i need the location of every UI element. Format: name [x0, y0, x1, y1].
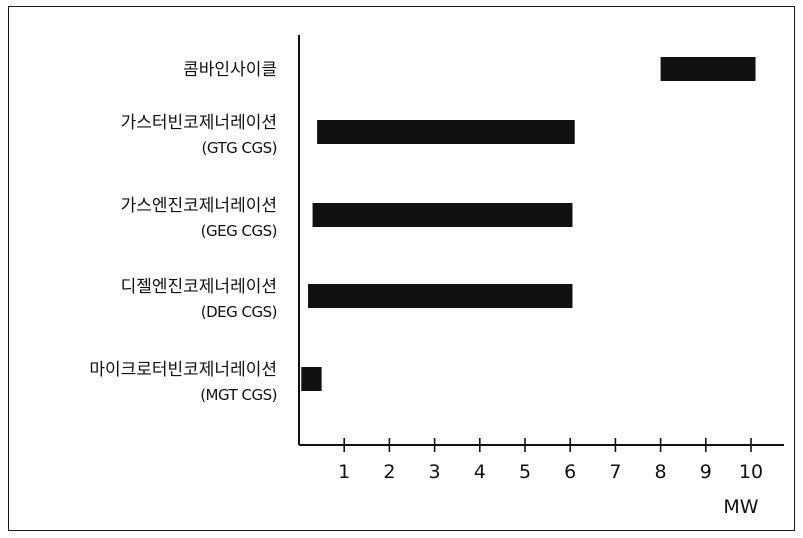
x-tick-label: 1: [338, 461, 350, 483]
range-bar: [301, 367, 322, 391]
x-tick-label: 5: [519, 461, 531, 483]
range-bar: [308, 284, 573, 308]
x-axis-ticks: 1 2 3 4 5 6 7 8 9 10: [338, 438, 763, 483]
category-label: 가스엔진코제너레이션: [121, 196, 277, 216]
category-label: 디젤엔진코제너레이션: [121, 277, 277, 297]
x-tick-label: 6: [564, 461, 576, 483]
category-sublabel: (DEG CGS): [201, 303, 277, 321]
range-bars: [301, 57, 756, 391]
category-sublabel: (MGT CGS): [200, 386, 277, 404]
x-tick-label: 2: [383, 461, 395, 483]
x-tick-label: 9: [700, 461, 712, 483]
category-sublabel: (GEG CGS): [201, 222, 277, 240]
range-bar: [660, 57, 756, 81]
category-label: 마이크로터빈코제너레이션: [89, 360, 277, 380]
x-tick-label: 4: [474, 461, 486, 483]
x-tick-label: 3: [429, 461, 441, 483]
category-label: 콤바인사이클: [183, 60, 277, 80]
range-bar: [312, 203, 573, 227]
category-sublabel: (GTG CGS): [202, 139, 277, 157]
x-axis-unit-label: MW: [723, 496, 758, 518]
x-tick-label: 7: [609, 461, 621, 483]
x-tick-label: 10: [739, 461, 763, 483]
x-tick-label: 8: [655, 461, 667, 483]
category-label: 가스터빈코제너레이션: [121, 113, 277, 133]
range-bar: [317, 120, 575, 144]
